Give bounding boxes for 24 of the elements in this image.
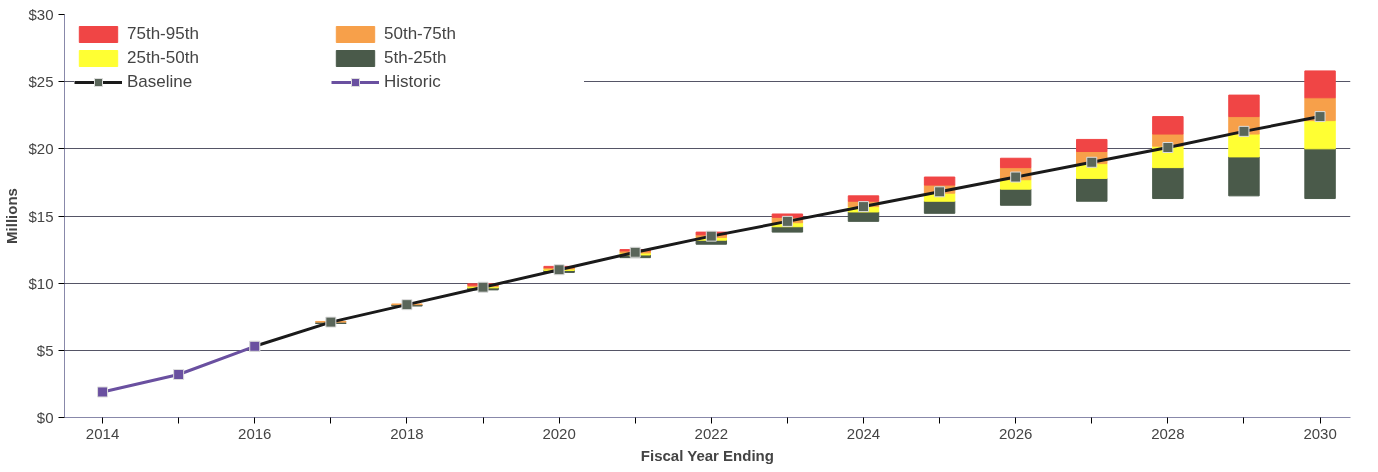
x-tick-label: 2024 [846, 424, 881, 442]
x-tick-label: 2022 [694, 424, 728, 442]
y-tick-label: $10 [28, 274, 54, 292]
legend-label: 50th-75th [384, 24, 457, 44]
legend-label: 75th-95th [127, 24, 200, 44]
legend-label: Baseline [127, 72, 194, 92]
y-tick-label: $25 [28, 73, 54, 91]
legend-label: Historic [384, 72, 442, 92]
x-tick-label: 2028 [1151, 424, 1185, 442]
legend-label: 5th-25th [384, 48, 448, 68]
x-axis-title: Fiscal Year Ending [640, 446, 774, 464]
x-tick-label: 2020 [542, 424, 576, 442]
y-tick-label: $5 [36, 341, 54, 359]
legend-label: 25th-50th [127, 48, 200, 68]
y-tick-label: $15 [28, 207, 54, 225]
y-tick-label: $20 [28, 140, 54, 158]
y-tick-label: $0 [36, 409, 54, 426]
y-tick-label: $30 [28, 6, 54, 23]
x-tick-label: 2018 [390, 424, 424, 442]
y-axis-title: Millions [3, 188, 21, 244]
x-tick-label: 2016 [238, 424, 272, 442]
x-tick-label: 2030 [1303, 424, 1337, 442]
x-tick-label: 2026 [999, 424, 1033, 442]
x-tick-label: 2014 [85, 424, 120, 442]
